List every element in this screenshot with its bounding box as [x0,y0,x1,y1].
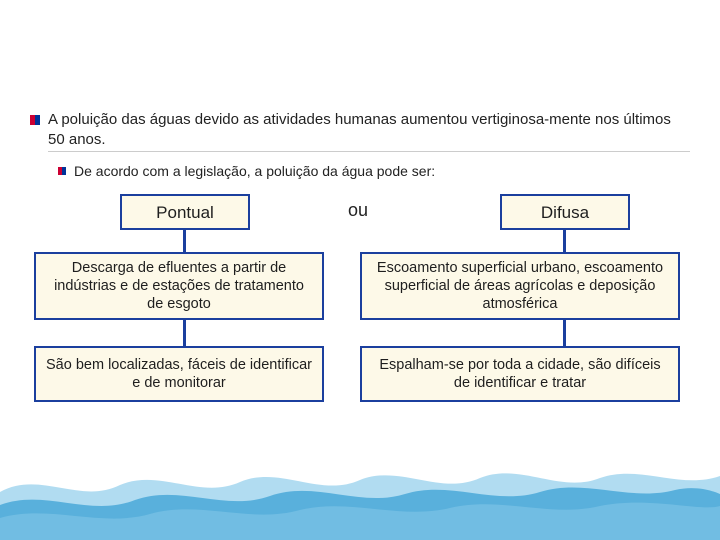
bullet-marker-icon [30,115,40,125]
box-difusa-header: Difusa [500,194,630,230]
box-difusa-desc2: Espalham-se por toda a cidade, são difíc… [360,346,680,402]
bullet-main-text: A poluição das águas devido as atividade… [48,110,690,152]
connector [183,230,186,252]
separator-ou: ou [348,200,368,221]
connector [563,320,566,346]
bullet-sub: De acordo com a legislação, a poluição d… [58,162,690,180]
box-label: Pontual [156,202,214,223]
box-text: Descarga de efluentes a partir de indúst… [44,259,314,313]
box-text: Espalham-se por toda a cidade, são difíc… [370,356,670,392]
connector [183,320,186,346]
diagram-container: Pontual ou Difusa Descarga de efluentes … [30,194,690,454]
box-difusa-desc1: Escoamento superficial urbano, escoament… [360,252,680,320]
box-pontual-desc1: Descarga de efluentes a partir de indúst… [34,252,324,320]
box-pontual-header: Pontual [120,194,250,230]
box-label: Difusa [541,202,589,223]
box-text: São bem localizadas, fáceis de identific… [44,356,314,392]
bullet-sub-text: De acordo com a legislação, a poluição d… [74,162,435,180]
box-text: Escoamento superficial urbano, escoament… [370,259,670,313]
connector [563,230,566,252]
water-decoration [0,450,720,540]
bullet-marker-icon [58,167,66,175]
box-pontual-desc2: São bem localizadas, fáceis de identific… [34,346,324,402]
bullet-main: A poluição das águas devido as atividade… [30,110,690,152]
